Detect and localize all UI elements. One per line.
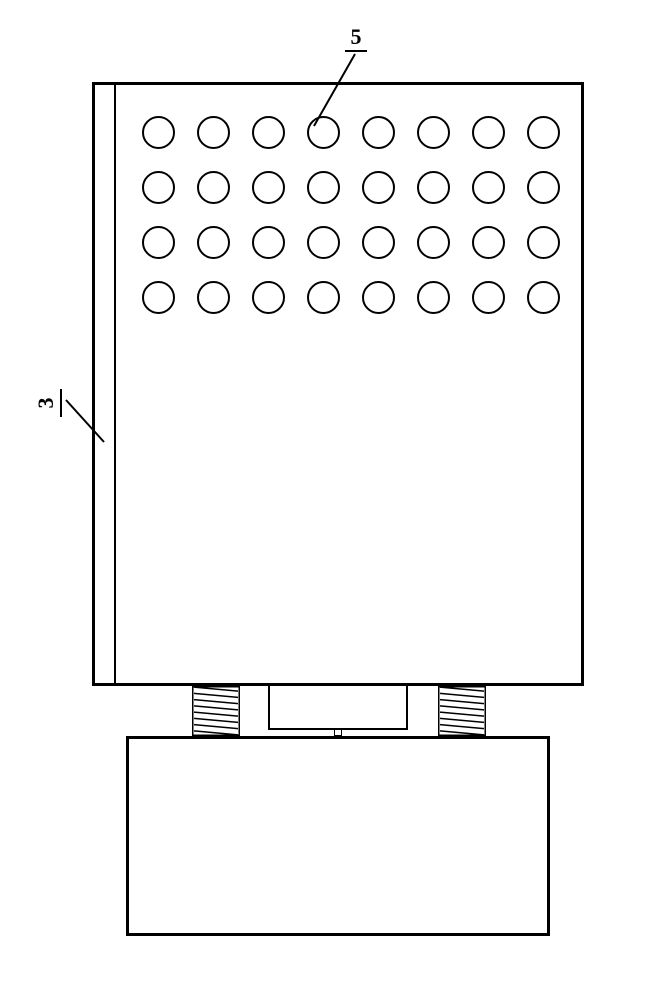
hole bbox=[142, 116, 175, 149]
hole bbox=[417, 226, 450, 259]
inner-panel-line bbox=[114, 82, 116, 686]
hole bbox=[197, 281, 230, 314]
lower-base-box bbox=[126, 736, 550, 936]
hole bbox=[527, 226, 560, 259]
diagram-canvas: 5 3 bbox=[0, 0, 666, 1000]
callout-5-tick bbox=[345, 50, 367, 52]
hole bbox=[417, 281, 450, 314]
hole bbox=[307, 171, 340, 204]
hole bbox=[197, 116, 230, 149]
hole bbox=[142, 226, 175, 259]
hole bbox=[527, 171, 560, 204]
hole bbox=[472, 281, 505, 314]
spring bbox=[192, 686, 240, 736]
callout-5-label: 5 bbox=[346, 24, 366, 50]
hole bbox=[142, 281, 175, 314]
callout-3-label: 3 bbox=[33, 393, 59, 413]
connector-plate bbox=[268, 686, 408, 730]
hole bbox=[307, 281, 340, 314]
spring bbox=[438, 686, 486, 736]
hole bbox=[362, 226, 395, 259]
hole bbox=[417, 171, 450, 204]
hole bbox=[362, 281, 395, 314]
hole bbox=[197, 226, 230, 259]
hole bbox=[307, 226, 340, 259]
hole bbox=[197, 171, 230, 204]
hole bbox=[142, 171, 175, 204]
hole bbox=[252, 116, 285, 149]
hole bbox=[472, 171, 505, 204]
hole bbox=[252, 226, 285, 259]
hole bbox=[252, 171, 285, 204]
hole bbox=[527, 281, 560, 314]
hole bbox=[252, 281, 285, 314]
hole bbox=[472, 226, 505, 259]
hole bbox=[362, 171, 395, 204]
hole bbox=[362, 116, 395, 149]
hole bbox=[527, 116, 560, 149]
hole bbox=[472, 116, 505, 149]
hole bbox=[307, 116, 340, 149]
callout-3-tick bbox=[60, 389, 62, 417]
hole bbox=[417, 116, 450, 149]
